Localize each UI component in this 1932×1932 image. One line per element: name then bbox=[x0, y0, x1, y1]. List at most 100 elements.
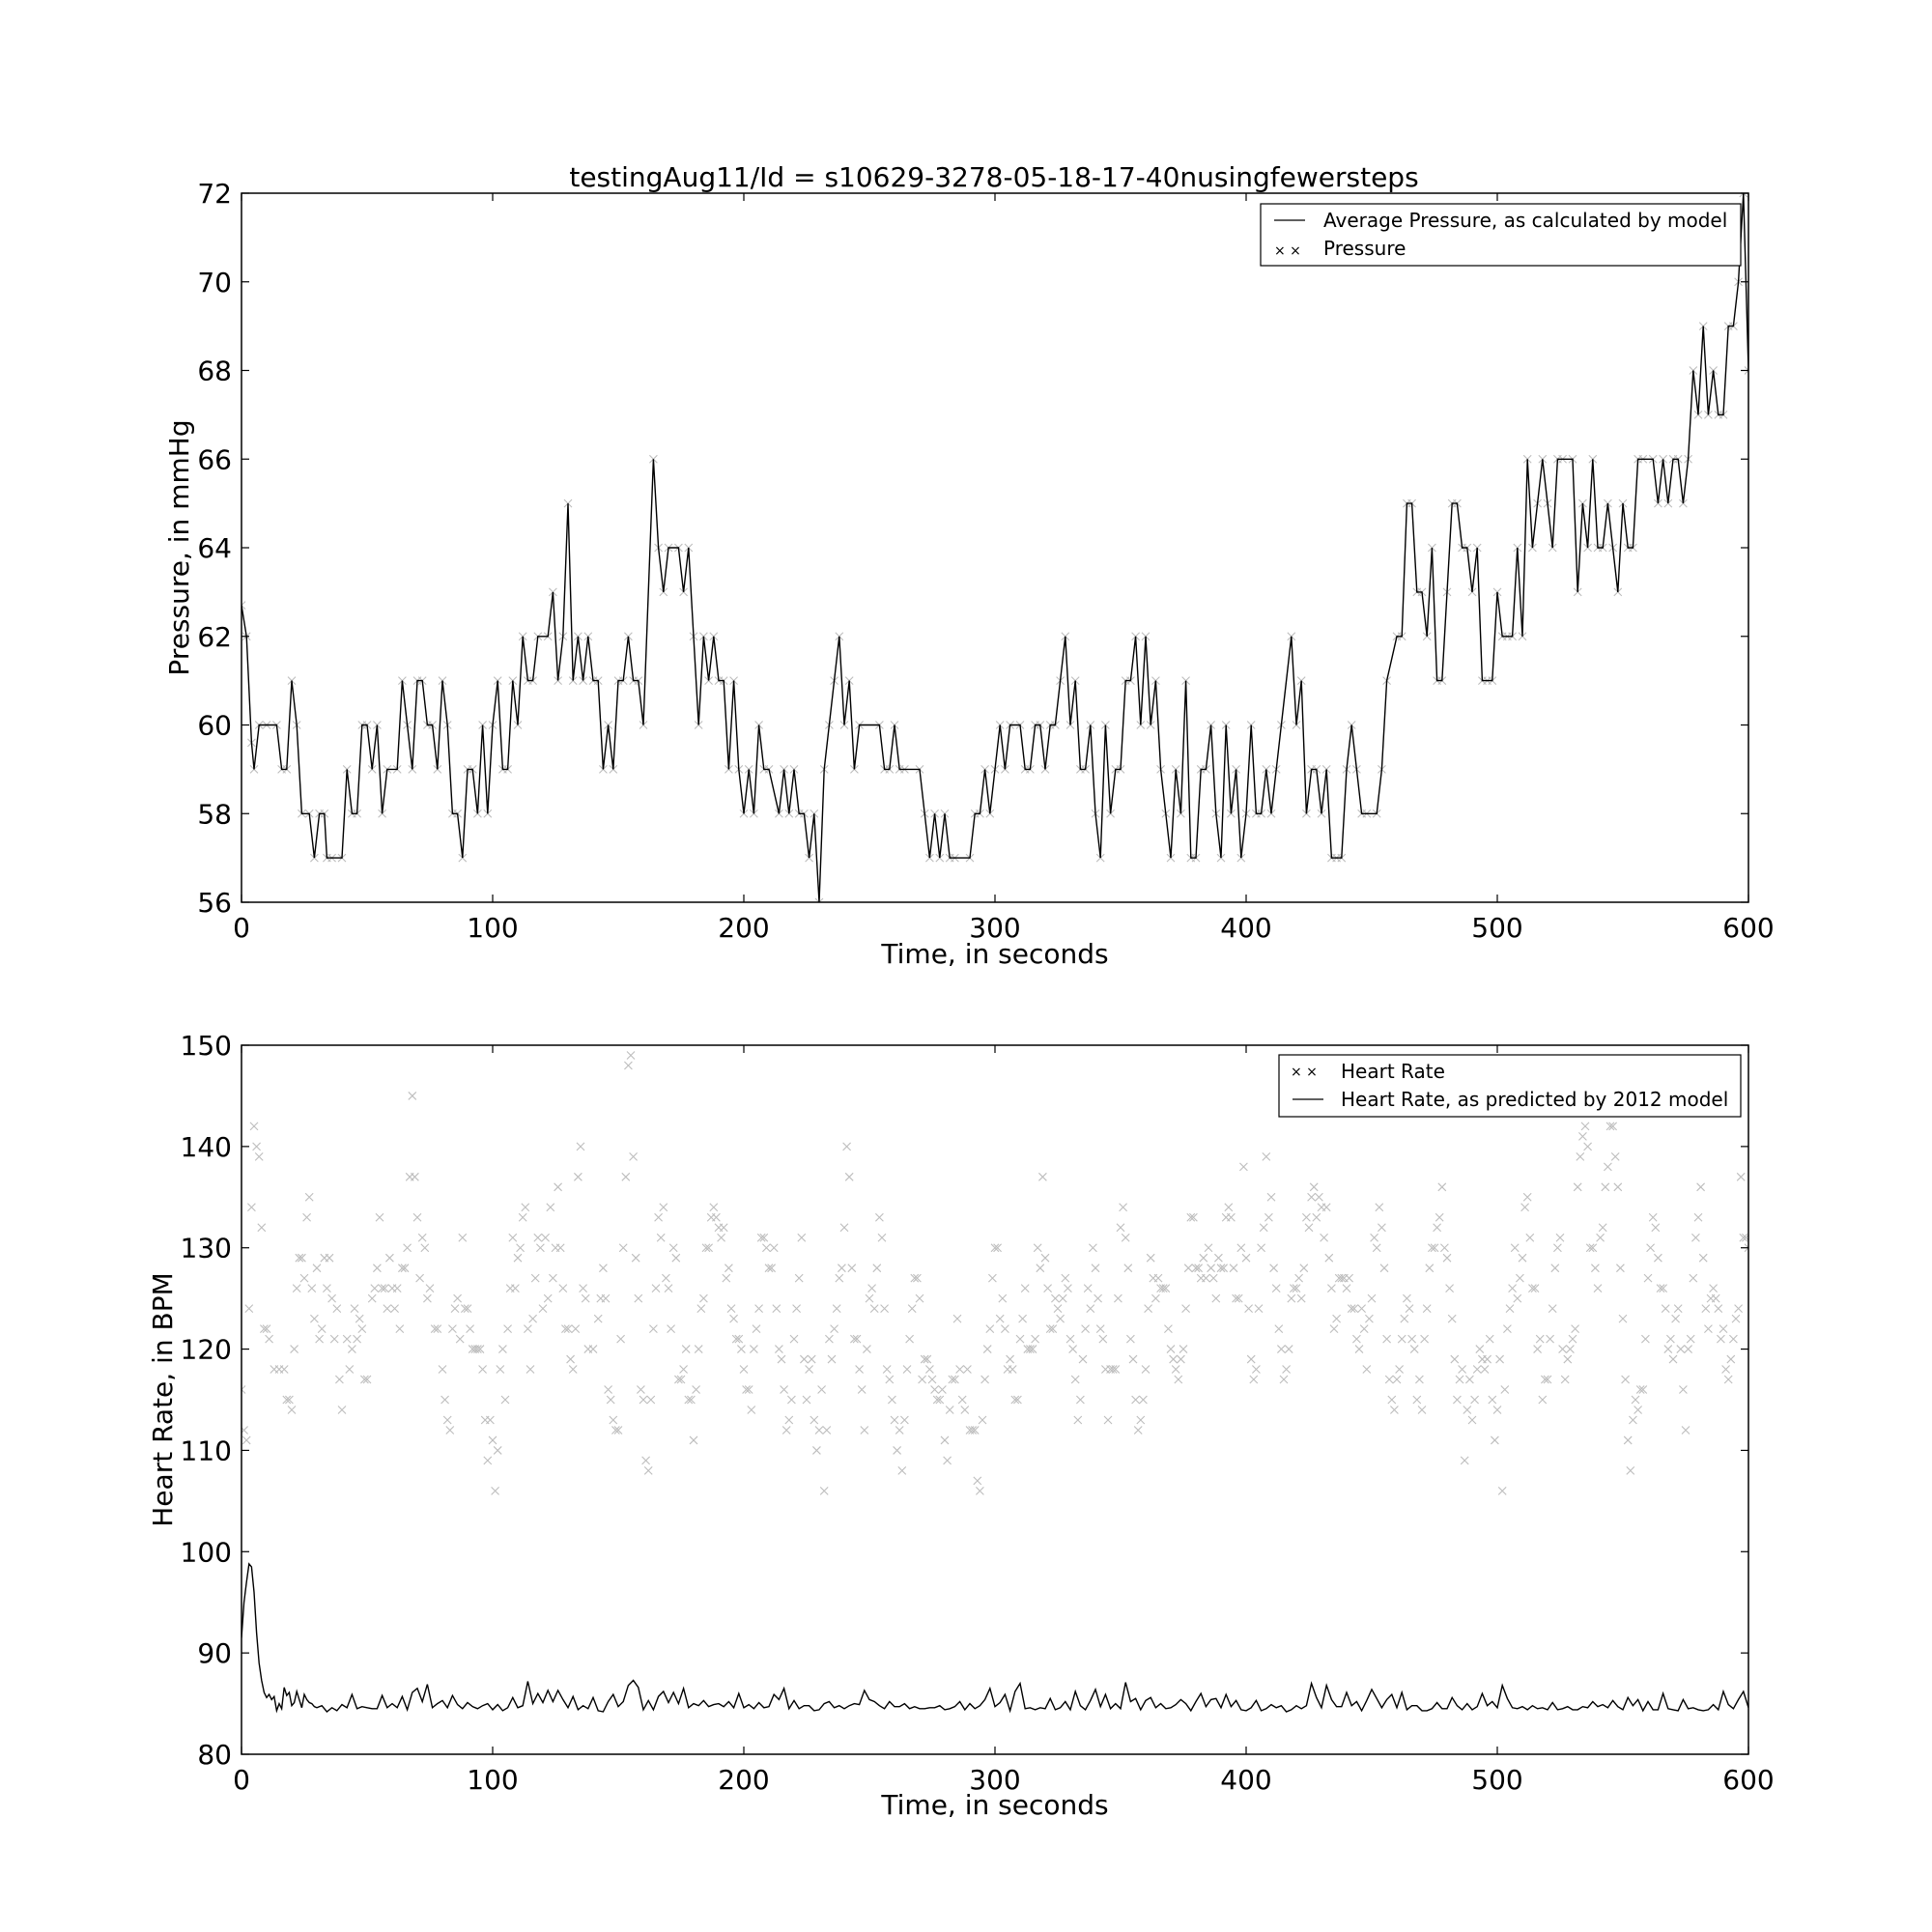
legend-label-pressure: Pressure bbox=[1323, 237, 1406, 260]
data-point-marker bbox=[1372, 1243, 1381, 1253]
data-point-marker bbox=[1320, 1233, 1328, 1242]
data-point-marker bbox=[1232, 1293, 1240, 1303]
data-point-marker bbox=[1698, 1253, 1708, 1263]
data-point-marker bbox=[581, 1293, 590, 1303]
data-point-marker bbox=[659, 1203, 668, 1212]
data-point-marker bbox=[844, 1172, 854, 1181]
data-point-marker bbox=[611, 1426, 620, 1435]
data-point-marker bbox=[1103, 1415, 1113, 1425]
data-point-marker bbox=[1161, 1284, 1171, 1293]
data-point-marker bbox=[1294, 1273, 1303, 1283]
data-point-marker bbox=[812, 1446, 821, 1455]
data-point-marker bbox=[538, 1304, 548, 1314]
data-point-marker bbox=[1001, 1324, 1009, 1333]
plot-area bbox=[242, 193, 1748, 902]
data-point-marker bbox=[524, 1324, 532, 1333]
data-point-marker bbox=[1299, 1264, 1309, 1273]
data-point-marker bbox=[927, 1375, 937, 1384]
data-point-marker bbox=[1350, 1304, 1359, 1314]
data-point-marker bbox=[990, 1243, 1000, 1253]
data-point-marker bbox=[1244, 1304, 1253, 1314]
data-point-marker bbox=[662, 1273, 670, 1283]
data-point-marker bbox=[1384, 1375, 1394, 1384]
pressure-chart: testingAug11/Id = s10629-3278-05-18-17-4… bbox=[163, 161, 1775, 970]
data-point-marker bbox=[244, 1304, 254, 1314]
data-point-marker bbox=[310, 1314, 319, 1323]
data-point-marker bbox=[847, 1264, 857, 1273]
data-point-marker bbox=[759, 1233, 769, 1242]
data-point-marker bbox=[1390, 1406, 1399, 1414]
data-point-marker bbox=[955, 1365, 964, 1374]
data-point-marker bbox=[684, 1395, 694, 1405]
data-point-marker bbox=[1018, 1314, 1027, 1323]
data-point-marker bbox=[1437, 1182, 1447, 1192]
data-point-marker bbox=[1560, 1375, 1570, 1384]
data-point-marker bbox=[1053, 1304, 1063, 1314]
data-point-marker bbox=[498, 1345, 507, 1353]
data-point-marker bbox=[1729, 1334, 1738, 1344]
data-point-marker bbox=[1403, 1293, 1411, 1303]
data-point-marker bbox=[417, 1233, 427, 1242]
data-point-marker bbox=[1684, 1345, 1692, 1353]
data-point-marker bbox=[1216, 1264, 1226, 1273]
data-point-marker bbox=[1081, 1324, 1090, 1333]
data-point-marker bbox=[923, 1354, 932, 1364]
data-point-marker bbox=[1277, 1345, 1286, 1353]
data-point-marker bbox=[1045, 1324, 1055, 1333]
x-tick-label: 500 bbox=[1471, 912, 1522, 944]
data-point-marker bbox=[1111, 1365, 1121, 1374]
data-point-marker bbox=[1070, 1375, 1080, 1384]
data-point-marker bbox=[415, 1273, 424, 1283]
data-point-marker bbox=[643, 1466, 653, 1475]
data-point-marker bbox=[674, 1375, 683, 1384]
data-point-marker bbox=[1425, 1264, 1435, 1273]
data-point-marker bbox=[1608, 1122, 1617, 1131]
data-point-marker bbox=[637, 1385, 645, 1394]
data-point-marker bbox=[930, 1385, 939, 1394]
data-point-marker bbox=[355, 1314, 364, 1323]
data-point-marker bbox=[1583, 1142, 1592, 1151]
data-point-marker bbox=[897, 1466, 907, 1475]
data-point-marker bbox=[810, 1415, 819, 1425]
data-point-marker bbox=[752, 1324, 761, 1333]
data-point-marker bbox=[1321, 1203, 1331, 1212]
data-point-marker bbox=[699, 1293, 708, 1303]
data-point-marker bbox=[649, 1324, 658, 1333]
data-point-marker bbox=[784, 1415, 794, 1425]
data-point-marker bbox=[1094, 1293, 1102, 1303]
data-point-marker bbox=[668, 1243, 678, 1253]
data-point-marker bbox=[1315, 1192, 1323, 1202]
data-point-marker bbox=[1324, 1253, 1334, 1263]
data-point-marker bbox=[1623, 1435, 1633, 1445]
data-point-marker bbox=[857, 1385, 867, 1394]
data-point-marker bbox=[1040, 1253, 1050, 1263]
data-point-marker bbox=[739, 1365, 749, 1374]
data-point-marker bbox=[932, 1395, 942, 1405]
data-point-marker bbox=[1495, 1354, 1504, 1364]
data-point-marker bbox=[242, 1385, 246, 1394]
data-point-marker bbox=[865, 1293, 874, 1303]
data-point-marker bbox=[1287, 1293, 1296, 1303]
data-point-marker bbox=[1533, 1345, 1542, 1353]
data-point-marker bbox=[440, 1395, 449, 1405]
data-point-marker bbox=[1610, 1151, 1620, 1161]
data-point-marker bbox=[1126, 1334, 1135, 1344]
data-point-marker bbox=[400, 1264, 410, 1273]
data-point-marker bbox=[772, 1304, 781, 1314]
data-point-marker bbox=[588, 1345, 598, 1353]
data-point-marker bbox=[717, 1233, 725, 1242]
data-point-marker bbox=[1362, 1365, 1372, 1374]
data-point-marker bbox=[1146, 1253, 1155, 1263]
data-point-marker bbox=[875, 1212, 884, 1222]
data-point-marker bbox=[895, 1426, 904, 1435]
data-point-marker bbox=[850, 1334, 859, 1344]
data-point-marker bbox=[533, 1233, 543, 1242]
data-point-marker bbox=[1375, 1203, 1384, 1212]
x-tick-label: 200 bbox=[718, 912, 769, 944]
data-point-marker bbox=[885, 1375, 895, 1384]
data-point-marker bbox=[867, 1284, 876, 1293]
data-point-marker bbox=[357, 1324, 367, 1333]
data-point-marker bbox=[1086, 1304, 1095, 1314]
data-point-marker bbox=[1558, 1345, 1567, 1353]
data-point-marker bbox=[1739, 1233, 1748, 1242]
